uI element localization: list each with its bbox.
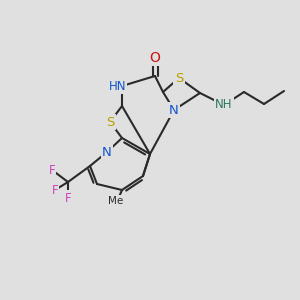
- Text: F: F: [65, 191, 71, 205]
- Text: NH: NH: [215, 98, 233, 112]
- Text: F: F: [49, 164, 55, 176]
- Text: F: F: [52, 184, 58, 196]
- Text: HN: HN: [109, 80, 126, 92]
- Text: N: N: [102, 146, 112, 158]
- Text: S: S: [175, 71, 183, 85]
- Text: S: S: [106, 116, 114, 128]
- Text: N: N: [169, 103, 179, 116]
- Text: Me: Me: [108, 196, 124, 206]
- Text: O: O: [150, 51, 160, 65]
